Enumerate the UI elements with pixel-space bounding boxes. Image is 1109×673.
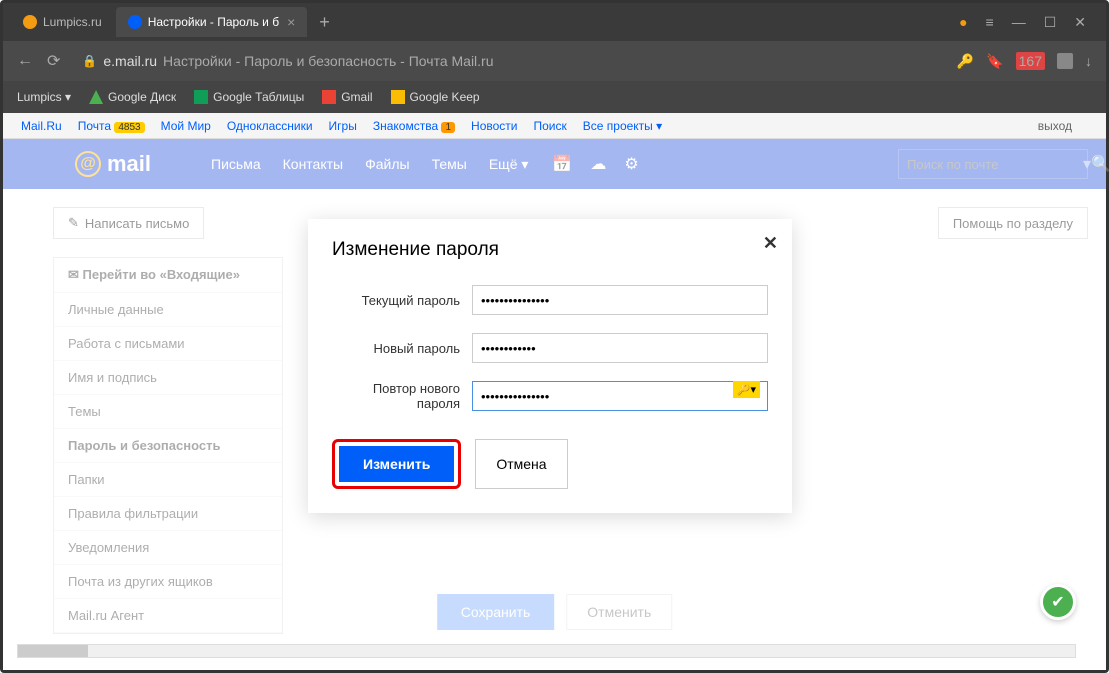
nav-games[interactable]: Игры [329, 119, 357, 133]
key-icon[interactable]: 🔑 [957, 53, 974, 70]
current-password-label: Текущий пароль [332, 293, 472, 308]
download-icon[interactable]: ↓ [1085, 53, 1092, 69]
browser-tab-2[interactable]: Настройки - Пароль и б × [116, 7, 308, 37]
horizontal-scrollbar[interactable] [17, 644, 1076, 658]
url-host: e.mail.ru [103, 53, 157, 69]
modal-close-icon[interactable]: ✕ [763, 233, 778, 254]
nav-news[interactable]: Новости [471, 119, 517, 133]
maximize-icon[interactable]: ☐ [1044, 14, 1057, 31]
bookmark-icon[interactable]: 🔖 [986, 53, 1003, 70]
adguard-shield-icon[interactable]: ✔ [1040, 584, 1076, 620]
bookmark-gdrive[interactable]: Google Диск [89, 90, 176, 104]
reload-icon[interactable]: ⟳ [47, 51, 60, 71]
browser-tab-1[interactable]: Lumpics.ru [11, 7, 114, 37]
new-password-label: Новый пароль [332, 341, 472, 356]
nav-mailru[interactable]: Mail.Ru [21, 119, 62, 133]
scrollbar-thumb[interactable] [18, 645, 88, 657]
repeat-password-input[interactable] [472, 381, 768, 411]
nav-ok[interactable]: Одноклассники [227, 119, 313, 133]
close-window-icon[interactable]: ✕ [1074, 14, 1086, 31]
bookmark-lumpics[interactable]: Lumpics ▾ [17, 90, 71, 104]
nav-znak[interactable]: Знакомства 1 [373, 119, 455, 133]
menu-icon[interactable]: ≡ [986, 14, 994, 31]
new-password-input[interactable] [472, 333, 768, 363]
url-input[interactable]: 🔒 e.mail.ru Настройки - Пароль и безопас… [74, 49, 942, 73]
ext-orange-icon[interactable]: ● [959, 14, 967, 31]
back-icon[interactable]: ← [17, 52, 33, 70]
cancel-button[interactable]: Отмена [475, 439, 567, 489]
tab-close-icon[interactable]: × [287, 14, 295, 30]
repeat-password-label: Повтор нового пароля [332, 381, 472, 411]
nav-projects[interactable]: Все проекты ▾ [583, 119, 662, 133]
new-tab-button[interactable]: + [309, 12, 340, 33]
lock-icon: 🔒 [82, 54, 97, 68]
bookmark-gkeep[interactable]: Google Keep [391, 90, 480, 104]
bookmark-gmail[interactable]: Gmail [322, 90, 372, 104]
url-path: Настройки - Пароль и безопасность - Почт… [163, 53, 493, 69]
nav-logout[interactable]: выход [1038, 119, 1072, 133]
ext-gray-icon[interactable] [1057, 53, 1073, 69]
change-button[interactable]: Изменить [339, 446, 454, 482]
password-key-icon[interactable]: 🔑▾ [733, 381, 760, 398]
tab-favicon-1 [23, 15, 37, 29]
nav-pochta[interactable]: Почта 4853 [78, 119, 145, 133]
browser-tab-strip: Lumpics.ru Настройки - Пароль и б × + ● … [3, 3, 1106, 41]
bookmarks-bar: Lumpics ▾ Google Диск Google Таблицы Gma… [3, 81, 1106, 113]
modal-title: Изменение пароля [332, 239, 768, 261]
address-bar: ← ⟳ 🔒 e.mail.ru Настройки - Пароль и без… [3, 41, 1106, 81]
current-password-input[interactable] [472, 285, 768, 315]
change-password-modal: ✕ Изменение пароля Текущий пароль Новый … [308, 219, 792, 513]
tab-favicon-2 [128, 15, 142, 29]
tab-title-2: Настройки - Пароль и б [148, 15, 279, 29]
minimize-icon[interactable]: — [1012, 14, 1026, 31]
nav-moymir[interactable]: Мой Мир [161, 119, 211, 133]
nav-search[interactable]: Поиск [534, 119, 567, 133]
ext-badge[interactable]: 167 [1016, 52, 1045, 70]
mailru-topnav: Mail.Ru Почта 4853 Мой Мир Одноклассники… [3, 113, 1106, 139]
bookmark-gsheets[interactable]: Google Таблицы [194, 90, 304, 104]
change-button-highlight: Изменить [332, 439, 461, 489]
tab-title-1: Lumpics.ru [43, 15, 102, 29]
